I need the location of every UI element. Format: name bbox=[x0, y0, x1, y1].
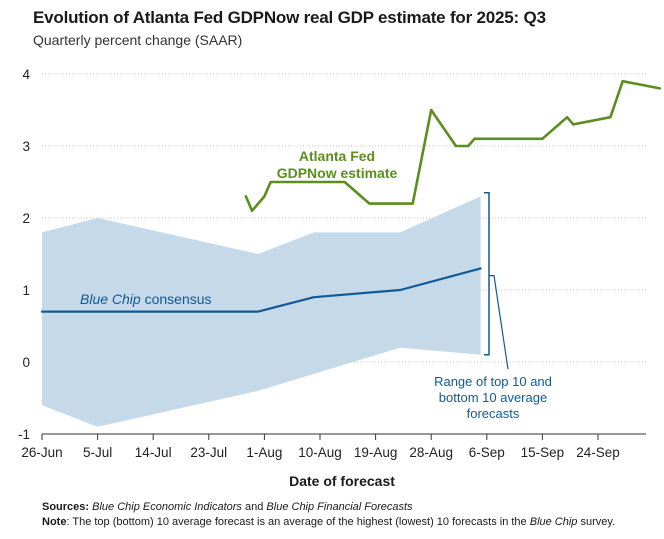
footnote: Note: The top (bottom) 10 average foreca… bbox=[42, 516, 615, 528]
y-tick-label: 2 bbox=[22, 211, 30, 226]
gdpnow-estimate-line bbox=[244, 79, 662, 213]
range-label-line2: bottom 10 average bbox=[439, 390, 547, 405]
sources-label: Sources: bbox=[42, 501, 90, 513]
chart-title: Evolution of Atlanta Fed GDPNow real GDP… bbox=[33, 8, 546, 27]
x-tick-label: 5-Jul bbox=[83, 445, 112, 460]
blue-chip-consensus-line bbox=[40, 267, 482, 313]
y-tick-label: 0 bbox=[22, 355, 30, 370]
bluechip-label-italic: Blue Chip bbox=[80, 291, 145, 307]
chart-subtitle: Quarterly percent change (SAAR) bbox=[33, 32, 243, 48]
note-text-2: survey. bbox=[580, 516, 616, 528]
x-tick-label: 6-Sep bbox=[469, 445, 505, 460]
y-tick-label: 4 bbox=[22, 67, 30, 82]
bluechip-label: Blue Chip consensus bbox=[80, 291, 212, 307]
note-text-1: : The top (bottom) 10 average forecast i… bbox=[66, 516, 527, 528]
sources-note: Sources: Blue Chip Economic Indicators a… bbox=[42, 501, 413, 513]
range-leader-line bbox=[489, 275, 509, 370]
x-tick-label: 28-Aug bbox=[409, 445, 453, 460]
x-tick-label: 24-Sep bbox=[576, 445, 620, 460]
x-tick-label: 26-Jun bbox=[21, 445, 62, 460]
y-tick-label: 1 bbox=[22, 283, 30, 298]
y-tick-label: 3 bbox=[22, 139, 30, 154]
note-italic: Blue Chip bbox=[529, 516, 578, 528]
x-tick-label: 19-Aug bbox=[354, 445, 398, 460]
y-tick-label: -1 bbox=[18, 427, 30, 442]
note-label: Note bbox=[42, 516, 67, 528]
sources-italic-1: Blue Chip Economic Indicators bbox=[92, 501, 242, 513]
sources-italic-2: Blue Chip Financial Forecasts bbox=[266, 501, 413, 513]
x-tick-label: 14-Jul bbox=[135, 445, 172, 460]
x-axis-label: Date of forecast bbox=[289, 473, 395, 489]
sources-and: and bbox=[245, 501, 264, 513]
gdpnow-label-line1: Atlanta Fed bbox=[299, 148, 375, 164]
x-tick-label: 10-Aug bbox=[298, 445, 342, 460]
x-tick-label: 1-Aug bbox=[246, 445, 282, 460]
range-label-line1: Range of top 10 and bbox=[434, 374, 552, 389]
range-label-line3: forecasts bbox=[467, 406, 520, 421]
x-tick-label: 15-Sep bbox=[521, 445, 565, 460]
x-tick-label: 23-Jul bbox=[190, 445, 227, 460]
bluechip-label-rest: consensus bbox=[145, 291, 212, 307]
gdpnow-label-line2: GDPNow estimate bbox=[277, 165, 398, 181]
range-bracket bbox=[484, 192, 490, 356]
